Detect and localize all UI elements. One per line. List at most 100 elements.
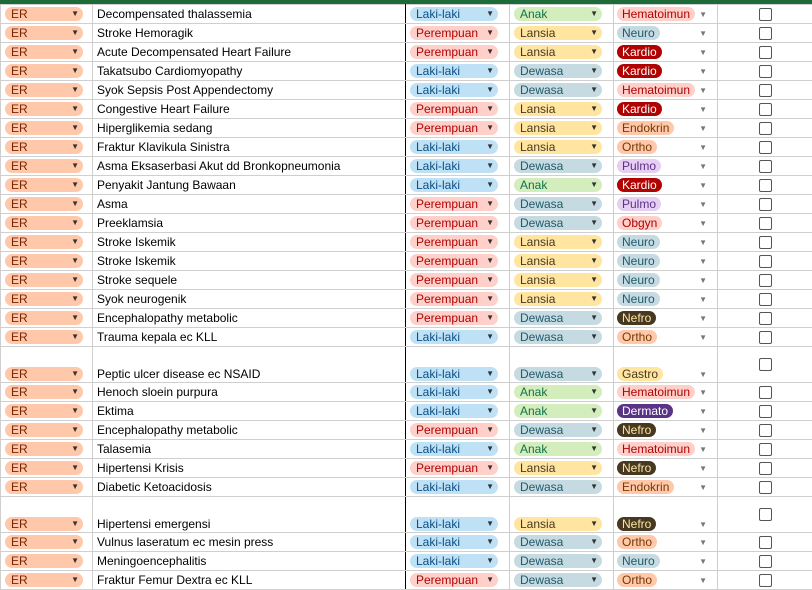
unit-cell[interactable]: ER▼ [1,328,93,347]
specialty-dropdown[interactable]: Neuro▼ [617,26,713,40]
gender-cell[interactable]: Laki-laki▼ [406,176,510,195]
unit-dropdown[interactable]: ER▼ [5,573,83,587]
age-group-dropdown[interactable]: Dewasa▼ [514,64,602,78]
gender-dropdown[interactable]: Laki-laki▼ [410,83,498,97]
unit-dropdown[interactable]: ER▼ [5,554,83,568]
gender-dropdown[interactable]: Laki-laki▼ [410,480,498,494]
checkbox[interactable] [759,65,772,78]
diagnosis-cell[interactable]: Encephalopathy metabolic [93,421,406,440]
specialty-cell[interactable]: Hematoimun▼ [614,383,718,402]
done-cell[interactable] [718,497,812,533]
diagnosis-cell[interactable]: Meningoencephalitis [93,552,406,571]
gender-dropdown[interactable]: Perempuan▼ [410,102,498,116]
gender-dropdown[interactable]: Laki-laki▼ [410,404,498,418]
unit-dropdown[interactable]: ER▼ [5,140,83,154]
checkbox[interactable] [759,312,772,325]
gender-dropdown[interactable]: Perempuan▼ [410,254,498,268]
gender-cell[interactable]: Perempuan▼ [406,571,510,590]
gender-dropdown[interactable]: Laki-laki▼ [410,442,498,456]
unit-dropdown[interactable]: ER▼ [5,159,83,173]
specialty-dropdown[interactable]: Nefro▼ [617,461,713,475]
unit-dropdown[interactable]: ER▼ [5,535,83,549]
specialty-cell[interactable]: Neuro▼ [614,24,718,43]
unit-dropdown[interactable]: ER▼ [5,273,83,287]
checkbox[interactable] [759,255,772,268]
specialty-dropdown[interactable]: Nefro▼ [617,311,713,325]
specialty-cell[interactable]: Hematoimun▼ [614,81,718,100]
age-group-dropdown[interactable]: Dewasa▼ [514,197,602,211]
unit-cell[interactable]: ER▼ [1,43,93,62]
checkbox[interactable] [759,508,772,521]
unit-dropdown[interactable]: ER▼ [5,480,83,494]
age-group-dropdown[interactable]: Lansia▼ [514,102,602,116]
done-cell[interactable] [718,5,812,24]
age-cell[interactable]: Anak▼ [510,176,614,195]
unit-dropdown[interactable]: ER▼ [5,102,83,116]
unit-dropdown[interactable]: ER▼ [5,45,83,59]
age-cell[interactable]: Lansia▼ [510,290,614,309]
done-cell[interactable] [718,62,812,81]
age-group-dropdown[interactable]: Lansia▼ [514,461,602,475]
unit-dropdown[interactable]: ER▼ [5,83,83,97]
gender-cell[interactable]: Perempuan▼ [406,252,510,271]
diagnosis-cell[interactable]: Decompensated thalassemia [93,5,406,24]
gender-dropdown[interactable]: Laki-laki▼ [410,554,498,568]
done-cell[interactable] [718,24,812,43]
done-cell[interactable] [718,195,812,214]
age-cell[interactable]: Dewasa▼ [510,571,614,590]
done-cell[interactable] [718,119,812,138]
diagnosis-cell[interactable]: Preeklamsia [93,214,406,233]
diagnosis-cell[interactable]: Talasemia [93,440,406,459]
unit-cell[interactable]: ER▼ [1,552,93,571]
gender-cell[interactable]: Perempuan▼ [406,43,510,62]
gender-dropdown[interactable]: Laki-laki▼ [410,385,498,399]
age-cell[interactable]: Dewasa▼ [510,309,614,328]
unit-dropdown[interactable]: ER▼ [5,64,83,78]
unit-dropdown[interactable]: ER▼ [5,197,83,211]
age-group-dropdown[interactable]: Lansia▼ [514,45,602,59]
age-group-dropdown[interactable]: Lansia▼ [514,292,602,306]
gender-dropdown[interactable]: Perempuan▼ [410,26,498,40]
specialty-dropdown[interactable]: Kardio▼ [617,64,713,78]
diagnosis-cell[interactable]: Stroke sequele [93,271,406,290]
unit-dropdown[interactable]: ER▼ [5,461,83,475]
specialty-dropdown[interactable]: Hematoimun▼ [617,7,713,21]
done-cell[interactable] [718,100,812,119]
gender-cell[interactable]: Laki-laki▼ [406,138,510,157]
specialty-dropdown[interactable]: Ortho▼ [617,140,713,154]
done-cell[interactable] [718,138,812,157]
unit-cell[interactable]: ER▼ [1,271,93,290]
specialty-cell[interactable]: Nefro▼ [614,497,718,533]
gender-cell[interactable]: Perempuan▼ [406,119,510,138]
diagnosis-cell[interactable]: Hipertensi Krisis [93,459,406,478]
unit-cell[interactable]: ER▼ [1,252,93,271]
checkbox[interactable] [759,386,772,399]
age-group-dropdown[interactable]: Dewasa▼ [514,311,602,325]
gender-dropdown[interactable]: Perempuan▼ [410,197,498,211]
gender-cell[interactable]: Laki-laki▼ [406,157,510,176]
gender-cell[interactable]: Perempuan▼ [406,459,510,478]
specialty-cell[interactable]: Endokrin▼ [614,478,718,497]
gender-cell[interactable]: Laki-laki▼ [406,81,510,100]
unit-cell[interactable]: ER▼ [1,440,93,459]
specialty-dropdown[interactable]: Endokrin▼ [617,121,713,135]
done-cell[interactable] [718,383,812,402]
unit-cell[interactable]: ER▼ [1,290,93,309]
age-group-dropdown[interactable]: Lansia▼ [514,517,602,531]
diagnosis-cell[interactable]: Vulnus laseratum ec mesin press [93,533,406,552]
specialty-dropdown[interactable]: Pulmo▼ [617,197,713,211]
age-group-dropdown[interactable]: Dewasa▼ [514,83,602,97]
gender-dropdown[interactable]: Laki-laki▼ [410,517,498,531]
diagnosis-cell[interactable]: Fraktur Femur Dextra ec KLL [93,571,406,590]
unit-cell[interactable]: ER▼ [1,383,93,402]
age-cell[interactable]: Dewasa▼ [510,81,614,100]
gender-dropdown[interactable]: Perempuan▼ [410,423,498,437]
specialty-cell[interactable]: Ortho▼ [614,328,718,347]
age-cell[interactable]: Anak▼ [510,440,614,459]
specialty-dropdown[interactable]: Nefro▼ [617,423,713,437]
gender-cell[interactable]: Perempuan▼ [406,100,510,119]
diagnosis-cell[interactable]: Encephalopathy metabolic [93,309,406,328]
checkbox[interactable] [759,8,772,21]
diagnosis-cell[interactable]: Asma Eksaserbasi Akut dd Bronkopneumonia [93,157,406,176]
checkbox[interactable] [759,84,772,97]
